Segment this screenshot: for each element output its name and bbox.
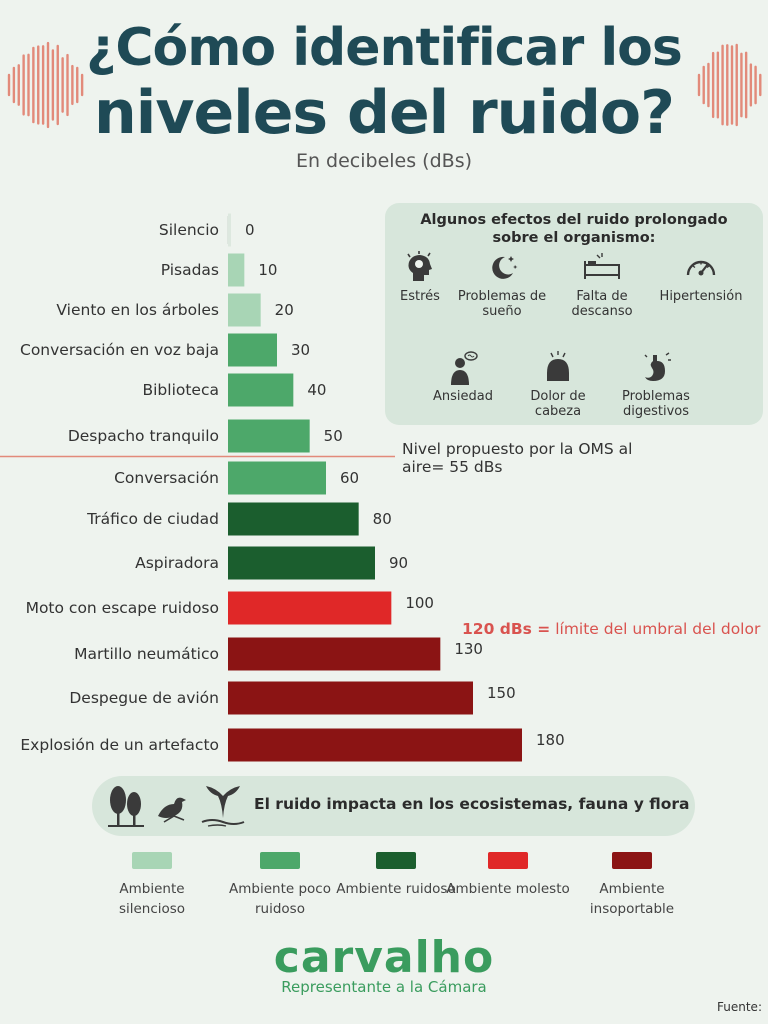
bar-category-label: Conversación [114, 469, 219, 487]
bar-category-label: Pisadas [161, 261, 219, 279]
legend-label: Ambiente insoportable [589, 881, 675, 917]
page-title-line-2: niveles del ruido? [94, 78, 675, 148]
bar-value-label: 100 [405, 594, 434, 612]
pain-threshold-text: límite del umbral del dolor [550, 620, 761, 638]
effect-item-anxiety: Ansiedad [418, 351, 508, 404]
effect-label: Problemas digestivos [622, 389, 690, 419]
ecosystem-impact-banner: El ruido impacta en los ecosistemas, fau… [92, 776, 695, 836]
health-effects-panel: Algunos efectos del ruido prolongado sob… [385, 203, 763, 425]
bar-value-label: 90 [389, 554, 408, 572]
effect-item-digestive: Problemas digestivos [611, 351, 701, 419]
bar-1 [228, 253, 245, 287]
oms-reference-note: Nivel propuesto por la OMS al aire= 55 d… [402, 440, 633, 476]
gauge-icon [686, 260, 716, 276]
bar-0 [228, 213, 231, 247]
brand-logo: carvalho [273, 932, 495, 983]
bar-4 [228, 373, 294, 407]
anxious-person-icon [451, 351, 478, 385]
effect-label: Estrés [400, 289, 440, 304]
effect-label: Falta de descanso [571, 289, 633, 319]
bird-icon [158, 797, 186, 823]
bar-value-label: 10 [258, 261, 277, 279]
legend-label: Ambiente silencioso [118, 881, 186, 917]
bar-value-label: 80 [373, 510, 392, 528]
bar-3 [228, 333, 277, 367]
bar-value-label: 180 [536, 731, 565, 749]
bar-category-label: Martillo neumático [74, 645, 219, 663]
bar-value-label: 30 [291, 341, 310, 359]
effect-item-sleep: Problemas de sueño [457, 251, 547, 319]
source-label: Fuente: [717, 1000, 762, 1014]
legend-item-insoportable: Ambiente insoportable [567, 852, 697, 919]
bar-12 [228, 728, 522, 762]
bar-7 [228, 502, 359, 536]
bar-6 [228, 461, 326, 495]
stomach-icon [644, 352, 671, 381]
bar-category-label: Despegue de avión [69, 689, 219, 707]
legend-label: Ambiente ruidoso [336, 881, 456, 897]
ecosystem-impact-text: El ruido impacta en los ecosistemas, fau… [254, 795, 690, 813]
noise-level-bar-chart: Silencio 0 Pisadas 10 Viento en los árboles 2… [0, 213, 565, 762]
bar-category-label: Biblioteca [142, 381, 219, 399]
sound-wave-right-icon [697, 43, 762, 127]
legend-swatch [260, 852, 300, 869]
pain-threshold-value: 120 dBs = [462, 620, 551, 638]
pain-threshold-note: 120 dBs = límite del umbral del dolor [462, 620, 760, 638]
legend-swatch [612, 852, 652, 869]
effect-label: Dolor de cabeza [530, 389, 586, 419]
bar-category-label: Moto con escape ruidoso [26, 599, 219, 617]
effect-item-stress: Estrés [375, 251, 465, 304]
page-title-line-1: ¿Cómo identificar los [86, 18, 683, 78]
whale-tail-icon [201, 786, 245, 827]
effect-label: Ansiedad [433, 389, 493, 404]
bar-8 [228, 546, 375, 580]
bar-category-label: Despacho tranquilo [68, 427, 219, 445]
bar-category-label: Aspiradora [135, 554, 219, 572]
bed-icon [584, 253, 620, 279]
effect-item-headache: Dolor de cabeza [513, 351, 603, 419]
bar-value-label: 60 [340, 469, 359, 487]
legend-item-silencioso: Ambiente silencioso [87, 852, 217, 919]
legend-label: Ambiente molesto [446, 881, 570, 897]
bar-category-label: Viento en los árboles [56, 301, 219, 319]
trees-icon [108, 786, 144, 827]
bar-category-label: Conversación en voz baja [20, 341, 219, 359]
effect-label: Problemas de sueño [457, 289, 547, 319]
bar-value-label: 130 [454, 640, 483, 658]
legend-label: Ambiente poco ruidoso [229, 881, 331, 917]
legend-swatch [132, 852, 172, 869]
bar-10 [228, 637, 441, 671]
moon-stars-icon [492, 256, 518, 279]
bar-category-label: Silencio [159, 221, 219, 239]
legend-item-poco-ruidoso: Ambiente poco ruidoso [215, 852, 345, 919]
bar-value-label: 50 [324, 427, 343, 445]
bar-value-label: 40 [307, 381, 326, 399]
legend-item-molesto: Ambiente molesto [443, 852, 573, 899]
bar-2 [228, 293, 261, 327]
legend-swatch [376, 852, 416, 869]
bar-category-label: Explosión de un artefacto [20, 736, 219, 754]
legend-swatch [488, 852, 528, 869]
bar-value-label: 20 [275, 301, 294, 319]
effect-item-hypertension: Hipertensión [651, 251, 751, 304]
bar-5 [228, 419, 310, 453]
bar-value-label: 0 [245, 221, 255, 239]
stressed-head-icon [407, 251, 432, 281]
effect-item-rest: Falta de descanso [557, 251, 647, 319]
page-subtitle: En decibeles (dBs) [295, 150, 473, 172]
bar-category-label: Tráfico de ciudad [86, 510, 219, 528]
headache-icon [547, 351, 569, 381]
bar-value-label: 150 [487, 684, 516, 702]
effect-label: Hipertensión [659, 289, 743, 304]
sound-wave-left-icon [7, 41, 84, 129]
bar-9 [228, 591, 392, 625]
bar-11 [228, 681, 473, 715]
brand-tagline: Representante a la Cámara [281, 978, 487, 996]
legend-item-ruidoso: Ambiente ruidoso [331, 852, 461, 899]
health-effects-title: Algunos efectos del ruido prolongado sob… [420, 212, 728, 246]
